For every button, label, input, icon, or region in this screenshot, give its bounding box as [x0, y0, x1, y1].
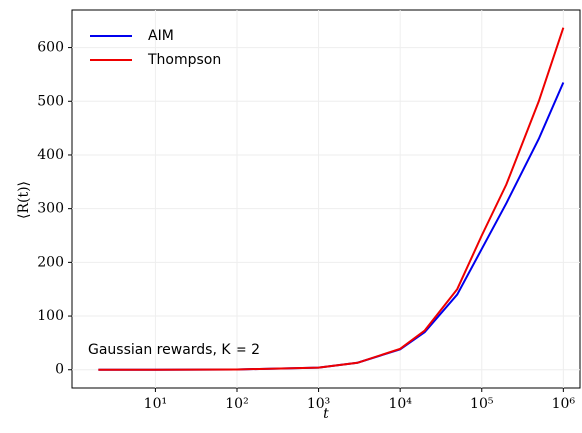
y-tick-label: 300: [37, 201, 64, 217]
x-tick-label: 10²: [225, 396, 248, 412]
y-tick-label: 600: [37, 40, 64, 56]
plot-frame: [71, 9, 581, 389]
x-tick-label: 10³: [307, 396, 330, 412]
y-tick-label: 100: [37, 308, 64, 324]
y-tick-label: 500: [37, 93, 64, 109]
y-tick-label: 0: [55, 362, 64, 378]
x-tick-label: 10¹: [144, 396, 167, 412]
y-axis-label: ⟨R(t)⟩: [16, 181, 32, 219]
y-tick-label: 400: [37, 147, 64, 163]
x-tick-label: 10⁵: [470, 396, 494, 412]
line-series: [98, 82, 565, 371]
x-tick-label: 10⁶: [552, 396, 576, 412]
x-axis-label: t: [323, 406, 329, 422]
legend-label: Thompson: [147, 52, 221, 68]
y-tick-label: 200: [37, 254, 64, 270]
x-tick-label: 10⁴: [388, 396, 412, 412]
legend-label: AIM: [148, 28, 174, 44]
line-series: [98, 27, 565, 371]
annotation: Gaussian rewards, K = 2: [88, 342, 260, 358]
